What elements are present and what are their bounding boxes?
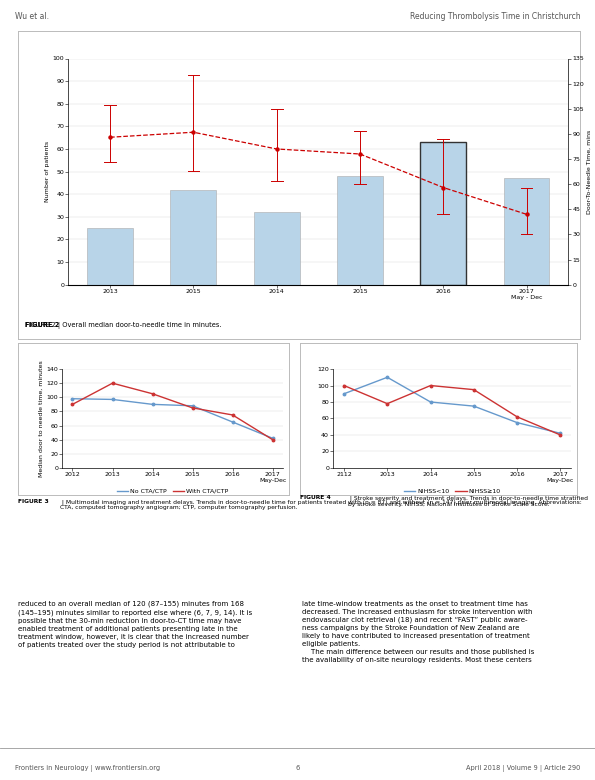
Legend: NIHSS<10, NIHSS≥10: NIHSS<10, NIHSS≥10 bbox=[401, 486, 503, 496]
Text: Frontiers in Neurology | www.frontiersin.org: Frontiers in Neurology | www.frontiersin… bbox=[15, 765, 160, 771]
Text: reduced to an overall median of 120 (87–155) minutes from 168
(145–195) minutes : reduced to an overall median of 120 (87–… bbox=[18, 601, 252, 647]
Bar bbox=[170, 190, 217, 285]
Text: FIGURE 4: FIGURE 4 bbox=[300, 495, 331, 500]
Text: FIGURE 2 | Overall median door-to-needle time in minutes.: FIGURE 2 | Overall median door-to-needle… bbox=[24, 322, 221, 329]
Text: April 2018 | Volume 9 | Article 290: April 2018 | Volume 9 | Article 290 bbox=[466, 765, 580, 771]
Y-axis label: Door-To-Needle Time, mins: Door-To-Needle Time, mins bbox=[587, 129, 592, 214]
Y-axis label: Number of patients: Number of patients bbox=[45, 141, 50, 202]
Text: Reducing Thrombolysis Time in Christchurch: Reducing Thrombolysis Time in Christchur… bbox=[409, 12, 580, 21]
Bar bbox=[87, 228, 133, 285]
Y-axis label: Median door to needle time, minutes: Median door to needle time, minutes bbox=[39, 360, 44, 477]
Text: FIGURE 2: FIGURE 2 bbox=[24, 322, 59, 328]
Legend: No CTA/CTP, With CTA/CTP: No CTA/CTP, With CTA/CTP bbox=[114, 486, 231, 496]
Bar bbox=[503, 179, 550, 285]
Bar bbox=[420, 142, 466, 285]
Bar bbox=[253, 212, 299, 285]
Text: | Stroke severity and treatment delays. Trends in door-to-needle time stratified: | Stroke severity and treatment delays. … bbox=[347, 495, 587, 506]
Text: 6: 6 bbox=[295, 765, 300, 771]
Text: late time-window treatments as the onset to treatment time has
decreased. The in: late time-window treatments as the onset… bbox=[302, 601, 534, 663]
Text: Wu et al.: Wu et al. bbox=[15, 12, 49, 21]
Text: FIGURE 3: FIGURE 3 bbox=[18, 499, 49, 504]
Text: | Multimodal imaging and treatment delays. Trends in door-to-needle time for pat: | Multimodal imaging and treatment delay… bbox=[60, 499, 581, 510]
Bar bbox=[337, 176, 383, 285]
